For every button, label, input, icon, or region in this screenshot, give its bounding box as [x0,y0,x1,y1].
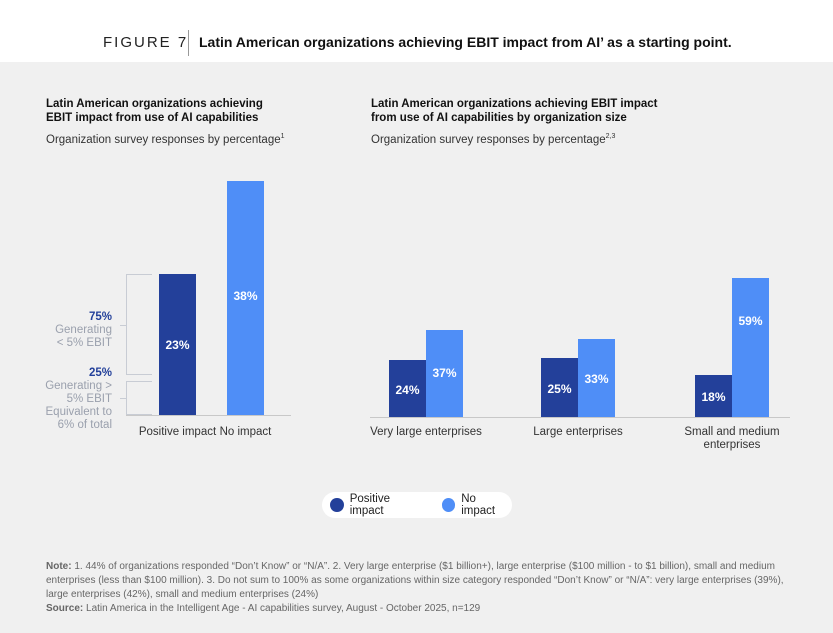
right-axis [370,417,790,418]
annotation-pct: 75% [88,311,112,323]
category-label: Small and medium enterprises [684,426,780,451]
figure-number: FIGURE 7 [103,34,189,51]
bar-no-impact [578,339,615,417]
bar-value-label: 23% [165,337,190,352]
none-swatch [441,498,456,512]
bar-no-impact [426,329,463,417]
legend-positive: Positive impact [349,493,390,517]
source: Source: Latin America in the Intelligent… [46,603,480,614]
subtitle-text: Organization survey responses by percent… [371,133,606,146]
footnote-ref: 2,3 [605,133,616,140]
annotation-text: Generating > 5% EBIT Equivalent to 6% of… [45,380,112,431]
bracket-tick [120,398,126,399]
bracket-tick [120,325,126,326]
right-chart-subtitle: Organization survey responses by percent… [371,133,615,146]
divider [188,30,189,56]
category-label: Very large enterprises [370,426,482,438]
note-label: Note: [46,561,72,572]
subtitle-text: Organization survey responses by percent… [46,133,281,146]
annotation-25: 25% Generating > 5% EBIT Equivalent to 6%… [44,367,112,432]
bracket-75 [126,274,152,375]
bar-no-impact [732,277,769,417]
left-axis [126,415,291,416]
source-text: Latin America in the Intelligent Age - A… [83,603,481,614]
footnote-ref: 1 [280,133,285,140]
category-label: No impact [219,426,272,438]
bar-positive-impact [389,360,426,417]
left-chart-subtitle: Organization survey responses by percent… [46,133,285,146]
annotation-pct: 25% [88,367,112,379]
bar-value-label: 24% [395,382,420,397]
annotation-75: 75% Generating < 5% EBIT [52,311,112,350]
right-chart-title: Latin American organizations achieving E… [371,98,658,124]
legend: Positive impact No impact [322,492,512,518]
figure-title: Latin American organizations achieving E… [199,34,732,50]
bar-value-label: 59% [738,313,763,328]
bar-value-label: 38% [233,289,258,304]
note-text: 1. 44% of organizations responded “Don’t… [46,561,784,600]
legend-none: No impact [461,493,496,517]
category-label: Positive impact [138,426,217,438]
positive-swatch [330,498,344,512]
bracket-25 [126,381,152,415]
bar-no-impact [227,181,264,415]
bar-positive-impact [695,374,732,417]
bar-value-label: 25% [547,381,572,396]
bar-positive-impact [541,358,578,417]
annotation-text: Generating < 5% EBIT [55,324,112,349]
source-label: Source: [46,603,84,614]
category-label: Large enterprises [533,426,623,438]
left-chart-title: Latin American organizations achieving E… [46,98,263,124]
bar-value-label: 33% [584,372,609,387]
note: Note: 1. 44% of organizations responded … [46,560,786,602]
bar-value-label: 18% [701,389,726,404]
bar-value-label: 37% [432,365,457,380]
header: FIGURE 7 Latin American organizations ac… [0,0,833,62]
bar-positive-impact [159,273,196,415]
